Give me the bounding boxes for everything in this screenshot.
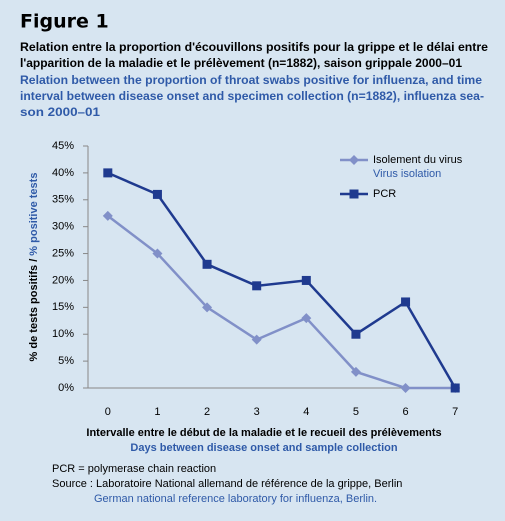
note: Source : Laboratoire National allemand d… xyxy=(52,478,402,490)
point xyxy=(251,334,262,345)
x-tick-label: 1 xyxy=(154,406,160,418)
chart-title: Figure 1 xyxy=(20,11,109,33)
subtitle-en: Relation between the proportion of throa… xyxy=(20,73,482,87)
point xyxy=(152,248,163,259)
point xyxy=(351,329,361,339)
note: PCR = polymerase chain reaction xyxy=(52,463,216,475)
subtitle-en: son 2000–01 xyxy=(20,105,100,119)
y-tick-label: 10% xyxy=(52,328,74,340)
y-tick-label: 15% xyxy=(52,301,74,313)
legend-label: PCR xyxy=(373,188,396,200)
subtitle-fr: l'apparition de la maladie et le prélève… xyxy=(20,56,462,70)
point xyxy=(202,302,213,313)
y-label-en: % positive tests xyxy=(28,173,40,256)
x-tick-label: 7 xyxy=(452,406,458,418)
y-tick-label: 35% xyxy=(52,194,74,206)
x-tick-label: 2 xyxy=(204,406,210,418)
point xyxy=(400,383,411,393)
point xyxy=(301,275,311,285)
y-tick-label: 45% xyxy=(52,140,74,152)
x-tick-label: 0 xyxy=(105,406,111,418)
point xyxy=(103,168,113,178)
line xyxy=(107,214,456,390)
point xyxy=(252,281,262,291)
x-tick-label: 3 xyxy=(254,406,260,418)
legend-marker xyxy=(349,189,359,199)
point xyxy=(301,313,312,324)
legend-label: Isolement du virus xyxy=(373,154,463,166)
x-axis-label: Intervalle entre le début de la maladie … xyxy=(86,427,441,439)
point xyxy=(202,259,212,269)
y-tick-label: 40% xyxy=(52,167,74,179)
y-label-fr: % de tests positifs / xyxy=(28,256,40,362)
x-tick-label: 6 xyxy=(403,406,409,418)
y-tick-label: 30% xyxy=(52,221,74,233)
line xyxy=(107,171,457,389)
y-tick-label: 5% xyxy=(58,355,74,367)
point xyxy=(401,297,411,307)
point xyxy=(450,383,460,393)
point xyxy=(350,366,361,377)
note-en: German national reference laboratory for… xyxy=(94,493,377,505)
y-tick-label: 25% xyxy=(52,247,74,259)
x-tick-label: 4 xyxy=(303,406,309,418)
x-tick-label: 5 xyxy=(353,406,359,418)
subtitle-fr: Relation entre la proportion d'écouvillo… xyxy=(20,40,488,54)
point xyxy=(152,189,162,199)
x-axis-label-en: Days between disease onset and sample co… xyxy=(130,442,397,454)
point xyxy=(102,210,113,221)
legend-marker xyxy=(349,155,359,165)
y-tick-label: 20% xyxy=(52,274,74,286)
y-tick-label: 0% xyxy=(58,382,74,394)
subtitle-en: interval between disease onset and speci… xyxy=(20,89,484,103)
legend-label-en: Virus isolation xyxy=(373,168,441,180)
y-axis-label: % de tests positifs / % positive tests xyxy=(28,173,40,362)
